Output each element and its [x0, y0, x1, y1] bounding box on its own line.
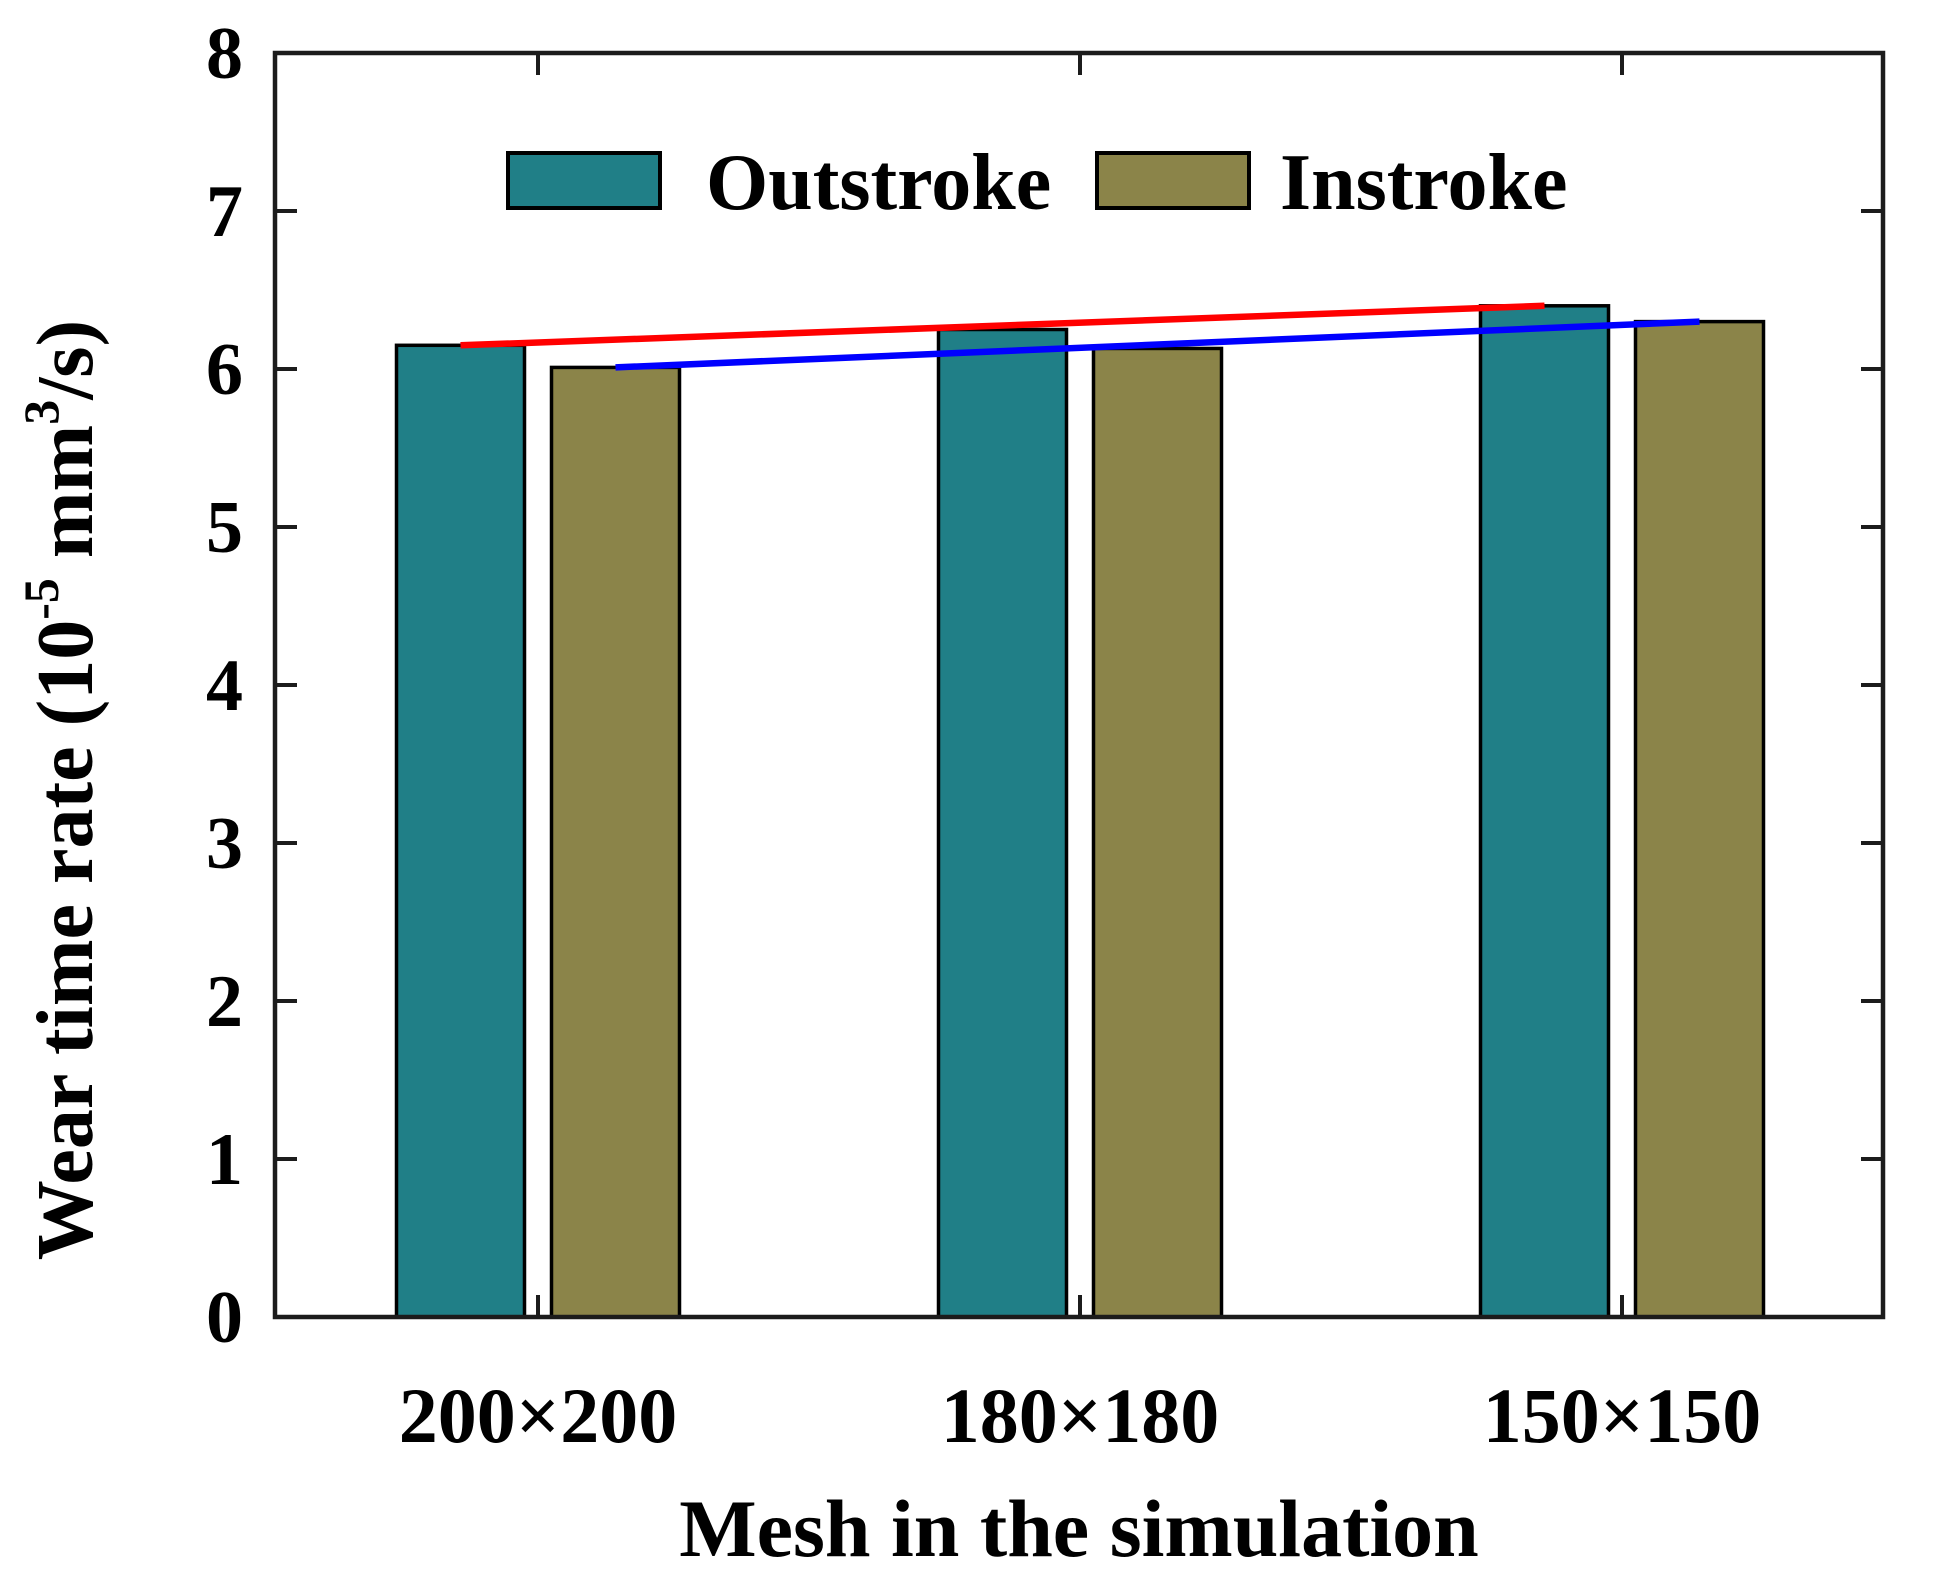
legend-label-outstroke: Outstroke [706, 139, 1051, 227]
y-axis-title-part-3: 3 [13, 400, 69, 425]
x-category-label-1: 180×180 [941, 1372, 1219, 1459]
y-axis-title-part-1: -5 [13, 578, 69, 620]
y-axis-title-part-2: mm [22, 425, 110, 578]
x-axis-title: Mesh in the simulation [679, 1483, 1479, 1571]
x-category-label-2: 150×150 [1483, 1372, 1761, 1459]
legend-swatch-instroke [1095, 151, 1251, 210]
legend-swatch-outstroke [506, 151, 662, 210]
outstroke-trend-line [460, 302, 1545, 349]
bar-instroke-2 [1633, 319, 1766, 1319]
y-tick-label-1: 1 [206, 1119, 243, 1201]
y-axis-title-part-0: Wear time rate (10 [22, 620, 110, 1260]
y-tick-label-4: 4 [206, 645, 243, 727]
y-axis-title-part-4: /s) [22, 320, 110, 401]
y-tick-label-3: 3 [206, 803, 243, 885]
instroke-trend-line [615, 318, 1700, 371]
bar-instroke-0 [549, 365, 682, 1319]
y-tick-label-2: 2 [206, 961, 243, 1043]
bar-instroke-1 [1091, 346, 1224, 1319]
y-tick-label-6: 6 [206, 329, 243, 411]
y-tick-label-7: 7 [206, 171, 243, 253]
y-axis-title: Wear time rate (10-5 mm3/s) [13, 320, 110, 1260]
bar-outstroke-2 [1478, 304, 1611, 1319]
legend-label-instroke: Instroke [1280, 139, 1567, 227]
y-tick-label-8: 8 [206, 13, 243, 95]
y-tick-label-5: 5 [206, 487, 243, 569]
x-category-label-0: 200×200 [399, 1372, 677, 1459]
bar-outstroke-1 [936, 327, 1069, 1319]
y-tick-label-0: 0 [206, 1277, 243, 1359]
bar-outstroke-0 [394, 343, 527, 1319]
